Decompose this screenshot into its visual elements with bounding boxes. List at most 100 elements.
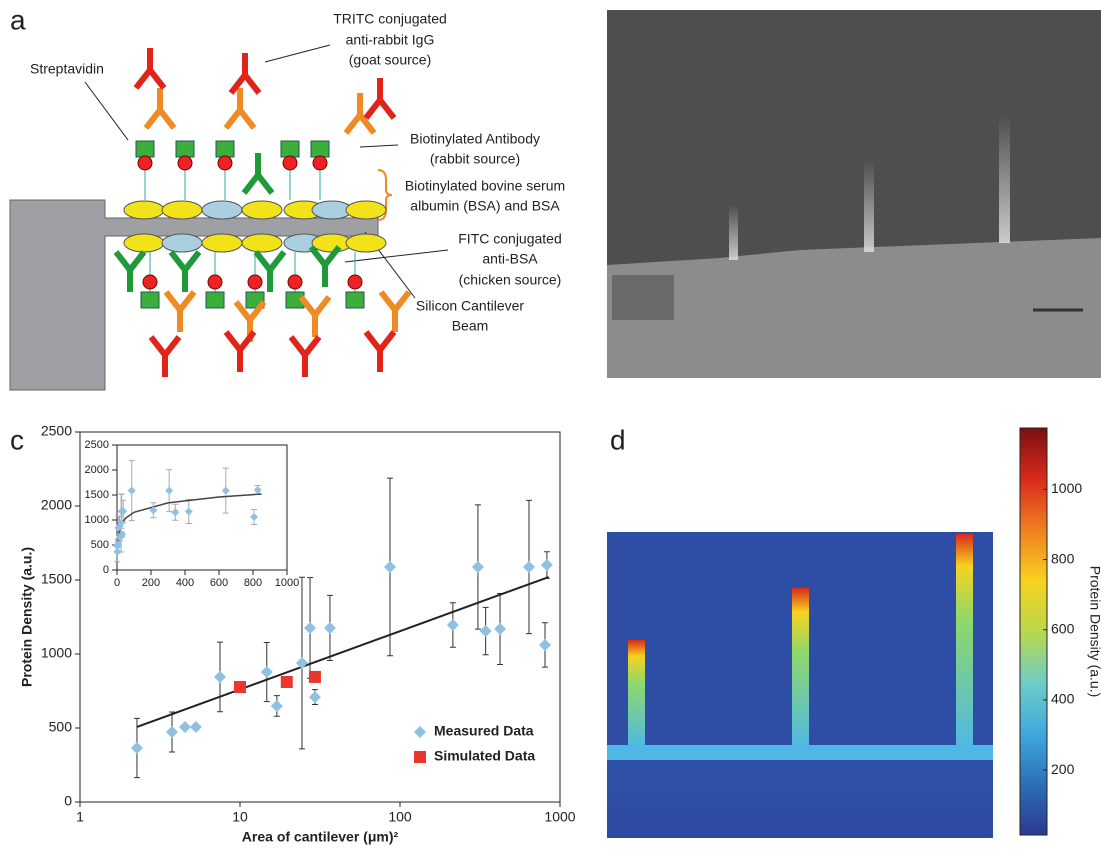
annotation: Biotinylated bovine serum [405,178,565,194]
annotation: TRITC conjugated [333,11,447,27]
streptavidin [175,140,195,158]
protein [161,233,203,253]
marker [189,720,202,733]
biotin [142,274,158,290]
streptavidin [280,140,300,158]
marker [414,726,426,738]
biotin [247,274,263,290]
marker [494,622,507,635]
biotin [217,155,233,171]
y-tick-label: 0 [64,793,72,809]
streak [864,160,874,252]
x-tick-label: 600 [210,577,228,589]
antibody [378,290,412,332]
x-tick-label: 800 [244,577,262,589]
arrow [84,81,129,141]
marker [221,486,230,495]
marker [119,507,128,516]
biotin [347,274,363,290]
x-tick-label: 200 [142,577,160,589]
arrow [264,44,331,63]
marker [384,560,397,573]
y-tick-label: 1500 [85,489,109,501]
y-axis-label: Protein Density (a.u.) [1087,566,1101,698]
biotin [312,155,328,171]
marker [127,486,136,495]
antibody [308,245,342,287]
marker [234,681,246,694]
plot-frame [116,444,288,571]
protein [241,233,283,253]
marker [184,507,193,516]
micrograph [607,10,1101,378]
marker [166,725,179,738]
antibody [223,330,257,372]
antibody [168,250,202,292]
y-tick-label: 800 [1051,550,1075,566]
streptavidin [310,140,330,158]
panel-label: d [610,424,626,455]
annotation: albumin (BSA) and BSA [410,198,560,214]
y-tick-label: 400 [1051,691,1075,707]
marker [304,621,317,634]
annotation: FITC conjugated [458,231,562,247]
marker [165,486,174,495]
x-tick-label: 0 [114,577,120,589]
marker [308,691,321,704]
legend-label: Measured Data [434,723,534,739]
marker [540,559,553,572]
y-tick-label: 1000 [41,645,72,661]
annotation: Streptavidin [30,61,104,77]
marker [308,670,321,683]
x-tick-label: 400 [176,577,194,589]
marker [323,621,336,634]
arrow [359,144,399,148]
biotin [177,155,193,171]
antibody [163,290,197,332]
protein [161,200,203,220]
protein [123,200,165,220]
antibody [143,88,177,130]
streptavidin [135,140,155,158]
marker [113,540,122,549]
protein [345,200,387,220]
y-tick-label: 500 [49,719,73,735]
marker [295,657,308,670]
marker [178,720,191,733]
panel-label: a [10,4,26,35]
streptavidin [345,291,365,309]
marker [270,699,283,712]
protein [201,233,243,253]
y-tick-label: 1000 [85,514,109,526]
antibody [343,93,377,135]
pillar [792,588,809,748]
x-tick-label: 1 [76,809,84,825]
y-tick-label: 500 [91,539,109,551]
protein [123,233,165,253]
antibody [113,250,147,292]
streak [999,115,1010,243]
antibody [148,335,182,377]
streptavidin [140,291,160,309]
y-tick-label: 1000 [1051,480,1082,496]
marker [471,560,484,573]
bracket [377,169,393,221]
x-axis-label: Area of cantilever (μm)² [242,829,399,845]
marker [539,638,552,651]
marker [522,560,535,573]
biotin [207,274,223,290]
surface [607,745,993,760]
x-tick-label: 10 [232,809,248,825]
marker [479,625,492,638]
antibody [133,48,167,90]
diagram: Streptavidin TRITC conjugated anti-rabbi… [9,11,565,391]
marker [113,547,122,556]
annotation: anti-BSA [482,251,538,267]
marker [414,751,426,763]
marker [171,508,180,517]
y-tick-label: 1500 [41,571,72,587]
marker [250,512,259,521]
marker [280,675,293,688]
marker [446,618,459,631]
